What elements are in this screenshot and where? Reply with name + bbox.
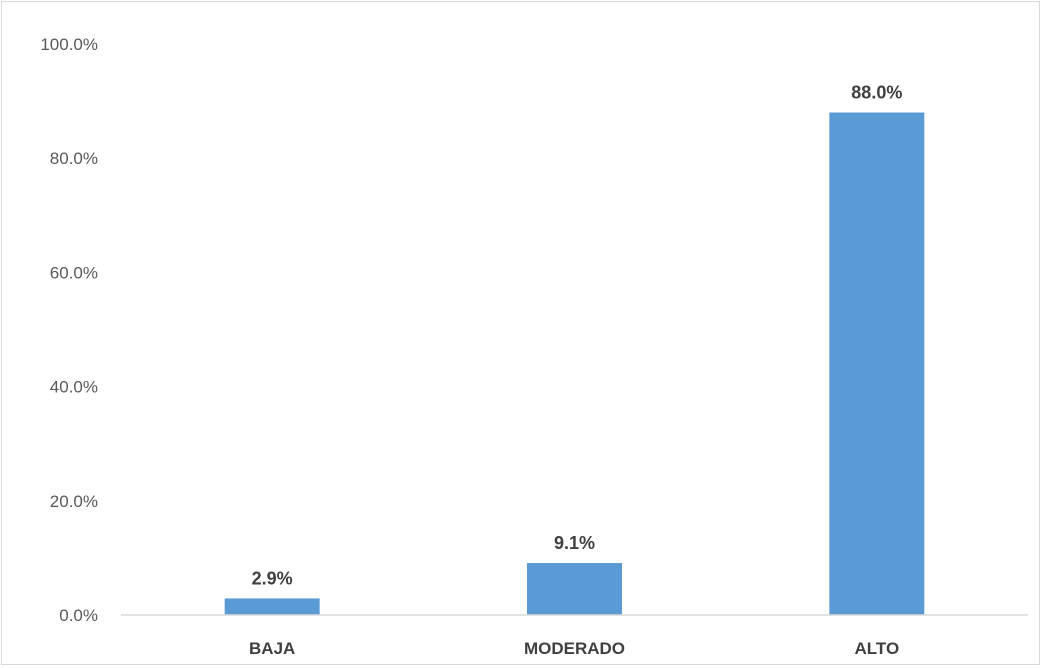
bar-baja	[224, 598, 320, 615]
data-label: 2.9%	[252, 568, 293, 588]
bar-moderado	[527, 563, 622, 615]
x-category-label: ALTO	[854, 639, 899, 658]
y-tick-label: 20.0%	[50, 492, 98, 511]
y-tick-label: 60.0%	[50, 263, 98, 282]
x-category-label: MODERADO	[524, 639, 625, 658]
y-tick-label: 40.0%	[50, 378, 98, 397]
y-tick-label: 0.0%	[59, 606, 98, 625]
y-tick-label: 100.0%	[40, 35, 98, 54]
y-tick-label: 80.0%	[50, 149, 98, 168]
data-label: 9.1%	[554, 533, 595, 553]
data-label: 88.0%	[851, 83, 902, 103]
bar-alto	[829, 112, 925, 616]
x-category-label: BAJA	[249, 639, 295, 658]
